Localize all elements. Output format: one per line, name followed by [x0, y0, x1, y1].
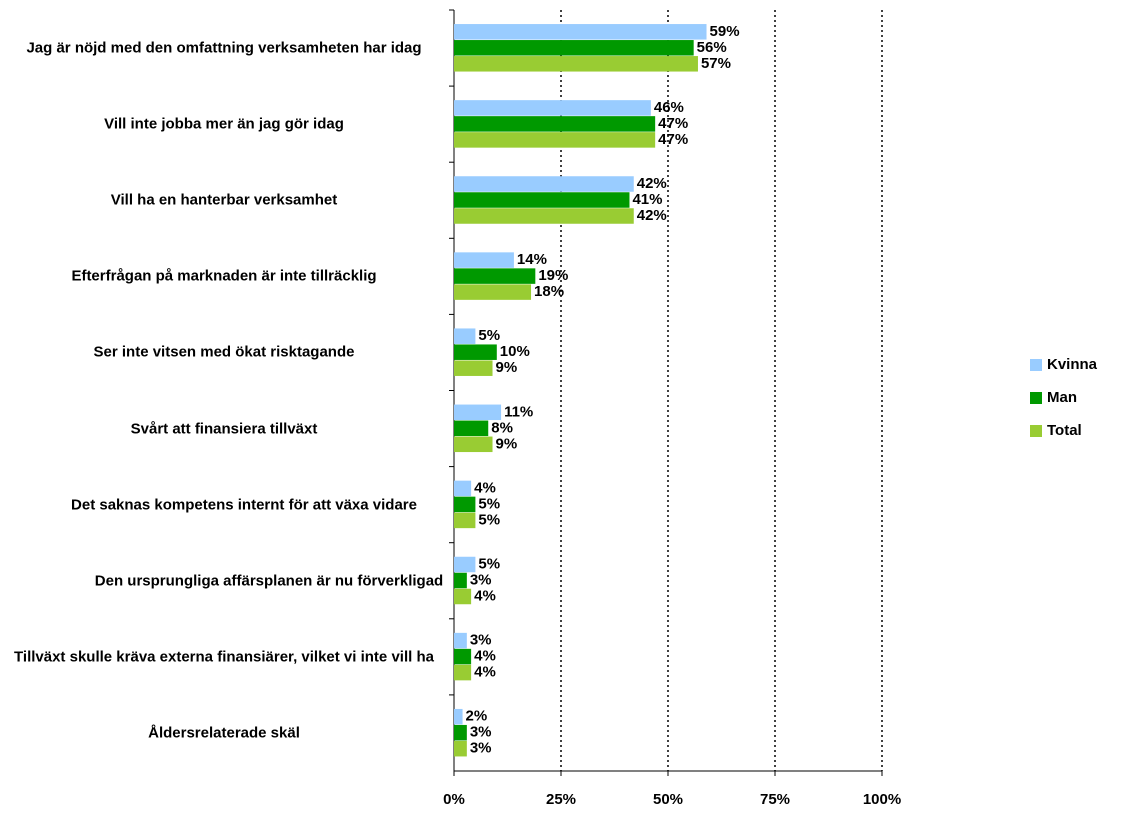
bar	[454, 208, 634, 224]
value-label: 9%	[496, 435, 518, 452]
category-label: Det saknas kompetens internt för att väx…	[71, 496, 417, 514]
value-label: 3%	[470, 632, 492, 649]
bar	[454, 344, 497, 360]
value-label: 8%	[491, 419, 513, 436]
category-label: Ser inte vitsen med ökat risktagande	[93, 343, 355, 361]
value-label: 47%	[658, 131, 688, 148]
legend-swatch	[1030, 359, 1042, 371]
value-label: 5%	[478, 555, 500, 572]
bar	[454, 496, 476, 513]
bar	[454, 56, 698, 72]
value-label: 5%	[478, 495, 500, 512]
legend-label: Kvinna	[1047, 356, 1098, 373]
bar	[454, 420, 489, 437]
x-tick-label: 100%	[863, 791, 901, 808]
value-label: 5%	[478, 327, 500, 344]
bar	[454, 404, 502, 421]
bar	[454, 328, 476, 344]
value-label: 11%	[504, 403, 533, 420]
value-label: 18%	[534, 283, 564, 300]
value-label: 4%	[474, 479, 496, 496]
bar	[454, 24, 707, 40]
bar	[454, 556, 476, 573]
bar	[454, 572, 467, 589]
category-label: Svårt att finansiera tillväxt	[130, 420, 318, 438]
bar	[454, 708, 463, 725]
category-label: Tillväxt skulle kräva externa finansiäre…	[14, 648, 434, 666]
value-label: 19%	[538, 267, 568, 284]
bar	[454, 632, 467, 649]
value-label: 41%	[632, 191, 662, 208]
legend-swatch	[1030, 425, 1042, 437]
bar	[454, 284, 532, 300]
value-label: 4%	[474, 664, 496, 681]
value-label: 42%	[637, 175, 667, 192]
x-tick-label: 75%	[760, 791, 790, 808]
value-label: 3%	[470, 740, 492, 757]
bar	[454, 116, 656, 132]
category-label: Vill inte jobba mer än jag gör idag	[104, 115, 344, 133]
x-tick-label: 50%	[653, 791, 683, 808]
value-label: 3%	[470, 571, 492, 588]
value-label: 47%	[658, 115, 688, 132]
legend-label: Total	[1047, 422, 1082, 439]
value-label: 3%	[470, 724, 492, 741]
bar	[454, 40, 694, 56]
bar	[454, 132, 656, 148]
bar	[454, 588, 472, 605]
category-label: Åldersrelaterade skäl	[148, 724, 300, 742]
value-label: 46%	[654, 99, 684, 116]
category-label: Vill ha en hanterbar verksamhet	[110, 191, 338, 209]
category-label: Jag är nöjd med den omfattning verksamhe…	[26, 39, 422, 57]
bar	[454, 268, 536, 284]
value-label: 2%	[466, 708, 488, 725]
bar	[454, 176, 634, 192]
value-label: 14%	[517, 251, 547, 268]
bar	[454, 724, 467, 741]
bar	[454, 480, 472, 497]
value-label: 56%	[697, 39, 727, 56]
value-label: 5%	[478, 511, 500, 528]
value-label: 57%	[701, 55, 731, 72]
value-label: 42%	[637, 207, 667, 224]
value-label: 10%	[500, 343, 530, 360]
bar	[454, 436, 493, 453]
category-label: Den ursprungliga affärsplanen är nu förv…	[94, 572, 444, 590]
bar	[454, 648, 472, 665]
bar	[454, 664, 472, 681]
bar	[454, 360, 493, 376]
legend-label: Man	[1047, 389, 1077, 406]
value-label: 9%	[496, 359, 518, 376]
legend-swatch	[1030, 392, 1042, 404]
bar	[454, 252, 514, 268]
bar	[454, 192, 630, 208]
value-label: 59%	[710, 23, 740, 40]
x-tick-label: 0%	[443, 791, 465, 808]
category-label: Efterfrågan på marknaden är inte tillräc…	[71, 267, 377, 285]
x-tick-label: 25%	[546, 791, 576, 808]
value-label: 4%	[474, 587, 496, 604]
value-label: 4%	[474, 648, 496, 665]
bar	[454, 100, 651, 116]
bar	[454, 740, 467, 757]
bar	[454, 512, 476, 529]
